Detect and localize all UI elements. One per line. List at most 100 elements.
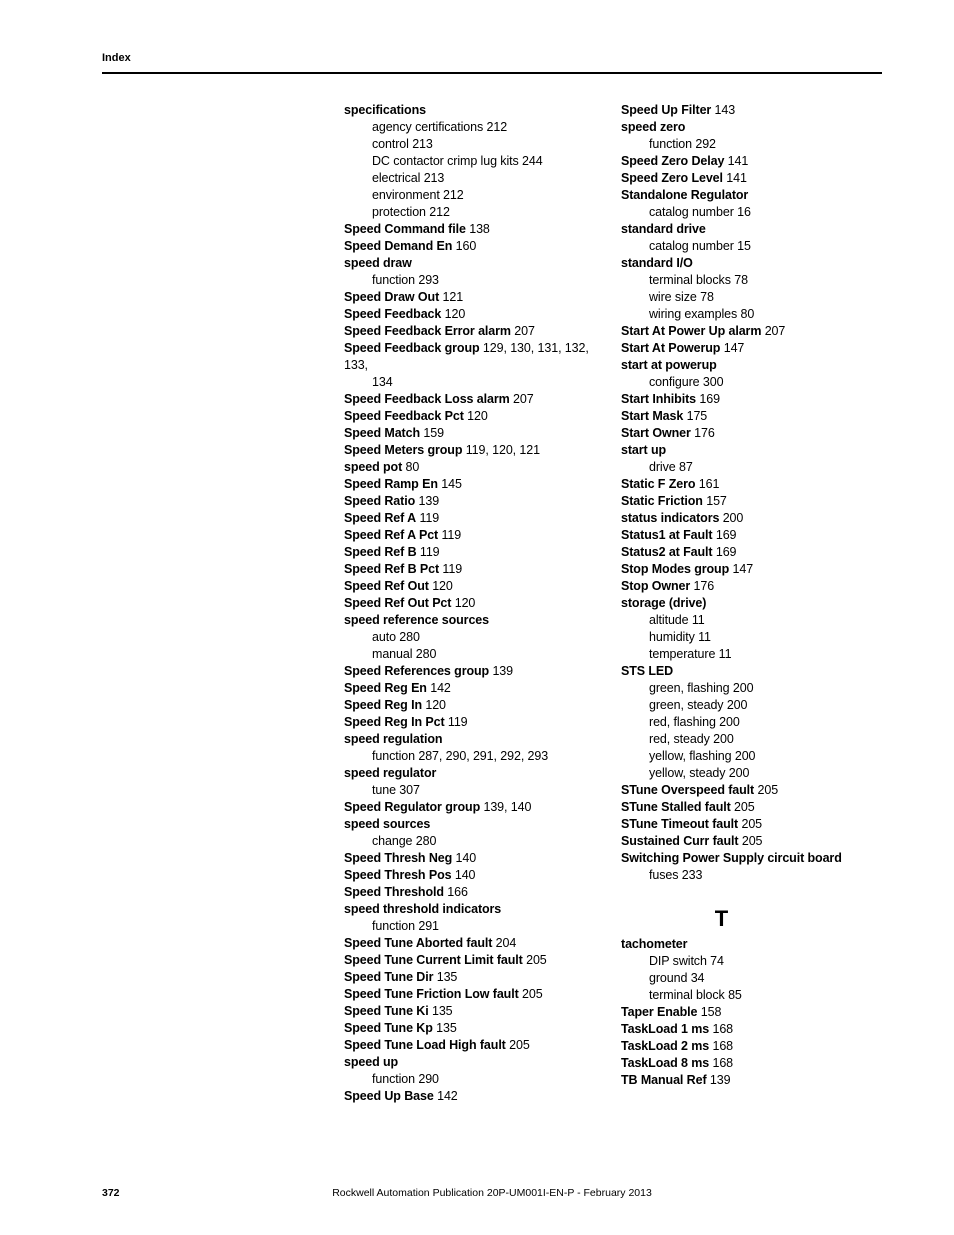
section-letter-t: T — [621, 906, 882, 932]
index-pages: 138 — [466, 222, 490, 236]
index-pages: 120 — [464, 409, 488, 423]
index-entry: speed regulator — [344, 765, 605, 782]
index-entry: Stop Owner 176 — [621, 578, 882, 595]
index-entry: STune Overspeed fault 205 — [621, 782, 882, 799]
index-entry: electrical 213 — [344, 170, 605, 187]
index-entry: Speed Ref A Pct 119 — [344, 527, 605, 544]
index-entry: red, flashing 200 — [621, 714, 882, 731]
index-entry: wiring examples 80 — [621, 306, 882, 323]
index-entry: red, steady 200 — [621, 731, 882, 748]
index-term: Speed Ratio — [344, 494, 415, 508]
index-term: Speed Feedback group — [344, 341, 480, 355]
index-pages: 139 — [489, 664, 513, 678]
index-term: Start Inhibits — [621, 392, 696, 406]
index-entry: terminal block 85 — [621, 987, 882, 1004]
index-term: status indicators — [621, 511, 719, 525]
index-term: Speed Ref Out — [344, 579, 429, 593]
index-entry: Speed Demand En 160 — [344, 238, 605, 255]
index-pages: 121 — [439, 290, 463, 304]
index-pages: 140 — [452, 851, 476, 865]
index-entry: configure 300 — [621, 374, 882, 391]
index-entry: TaskLoad 1 ms 168 — [621, 1021, 882, 1038]
index-entry: function 290 — [344, 1071, 605, 1088]
index-entry: Speed Match 159 — [344, 425, 605, 442]
index-entry: Speed Thresh Pos 140 — [344, 867, 605, 884]
index-entry: Speed Feedback Pct 120 — [344, 408, 605, 425]
index-entry: start up — [621, 442, 882, 459]
index-term: Speed Meters group — [344, 443, 462, 457]
index-entry: Start Owner 176 — [621, 425, 882, 442]
index-entry: TaskLoad 8 ms 168 — [621, 1055, 882, 1072]
index-entry: Static F Zero 161 — [621, 476, 882, 493]
index-term: Speed Draw Out — [344, 290, 439, 304]
publication-info: Rockwell Automation Publication 20P-UM00… — [332, 1187, 652, 1199]
index-pages: 205 — [506, 1038, 530, 1052]
index-term: TaskLoad 1 ms — [621, 1022, 709, 1036]
index-pages: 119 — [439, 562, 462, 576]
index-term: Speed Tune Dir — [344, 970, 433, 984]
index-entry: terminal blocks 78 — [621, 272, 882, 289]
index-entry: status indicators 200 — [621, 510, 882, 527]
index-entry: speed pot 80 — [344, 459, 605, 476]
index-term: Static Friction — [621, 494, 703, 508]
index-entry: manual 280 — [344, 646, 605, 663]
index-pages: 205 — [738, 834, 762, 848]
index-entry: Speed Feedback group 129, 130, 131, 132,… — [344, 340, 605, 374]
index-term: Speed Demand En — [344, 239, 452, 253]
index-entry: STS LED — [621, 663, 882, 680]
index-entry: catalog number 15 — [621, 238, 882, 255]
index-entry: Speed Ref B 119 — [344, 544, 605, 561]
index-term: Speed Ref B — [344, 545, 417, 559]
index-entry: Speed Tune Dir 135 — [344, 969, 605, 986]
index-pages: 166 — [444, 885, 468, 899]
index-term: Speed Up Filter — [621, 103, 711, 117]
index-entry: Speed Meters group 119, 120, 121 — [344, 442, 605, 459]
index-entry: Start Inhibits 169 — [621, 391, 882, 408]
index-entry: speed draw — [344, 255, 605, 272]
index-pages: 207 — [761, 324, 785, 338]
index-term: Speed Tune Kp — [344, 1021, 433, 1035]
index-term: Speed Ref Out Pct — [344, 596, 451, 610]
index-entry: Speed Feedback Loss alarm 207 — [344, 391, 605, 408]
index-term: Speed Match — [344, 426, 420, 440]
index-term: Speed Ref B Pct — [344, 562, 439, 576]
index-pages: 176 — [690, 579, 714, 593]
index-term: Speed Tune Aborted fault — [344, 936, 492, 950]
index-entry: Speed Tune Kp 135 — [344, 1020, 605, 1037]
index-pages: 120 — [451, 596, 475, 610]
index-pages: 119 — [438, 528, 461, 542]
index-pages: 168 — [709, 1022, 733, 1036]
index-term: Status1 at Fault — [621, 528, 712, 542]
index-entry: TaskLoad 2 ms 168 — [621, 1038, 882, 1055]
index-term: Speed Tune Friction Low fault — [344, 987, 519, 1001]
index-entry: Speed Reg En 142 — [344, 680, 605, 697]
index-pages: 143 — [711, 103, 735, 117]
index-entry: Speed Regulator group 139, 140 — [344, 799, 605, 816]
index-entry: Speed Ref B Pct 119 — [344, 561, 605, 578]
index-entry: 134 — [344, 374, 605, 391]
index-entry: start at powerup — [621, 357, 882, 374]
index-term: Speed Reg En — [344, 681, 427, 695]
index-entry: speed reference sources — [344, 612, 605, 629]
index-entry: protection 212 — [344, 204, 605, 221]
index-entry: Sustained Curr fault 205 — [621, 833, 882, 850]
index-entry: Speed Draw Out 121 — [344, 289, 605, 306]
index-entry: green, flashing 200 — [621, 680, 882, 697]
index-entry: catalog number 16 — [621, 204, 882, 221]
index-term: Speed Reg In — [344, 698, 422, 712]
index-pages: 120 — [441, 307, 465, 321]
index-term: Static F Zero — [621, 477, 695, 491]
index-term: Status2 at Fault — [621, 545, 712, 559]
index-pages: 176 — [691, 426, 715, 440]
index-term: Speed Zero Level — [621, 171, 723, 185]
index-term: Start Mask — [621, 409, 683, 423]
index-pages: 205 — [519, 987, 543, 1001]
index-entry: yellow, flashing 200 — [621, 748, 882, 765]
index-pages: 168 — [709, 1056, 733, 1070]
index-entry: Start At Power Up alarm 207 — [621, 323, 882, 340]
index-entry: function 287, 290, 291, 292, 293 — [344, 748, 605, 765]
index-pages: 159 — [420, 426, 444, 440]
index-entry: speed sources — [344, 816, 605, 833]
index-entry: Speed Reg In 120 — [344, 697, 605, 714]
index-term: Speed Feedback Error alarm — [344, 324, 511, 338]
